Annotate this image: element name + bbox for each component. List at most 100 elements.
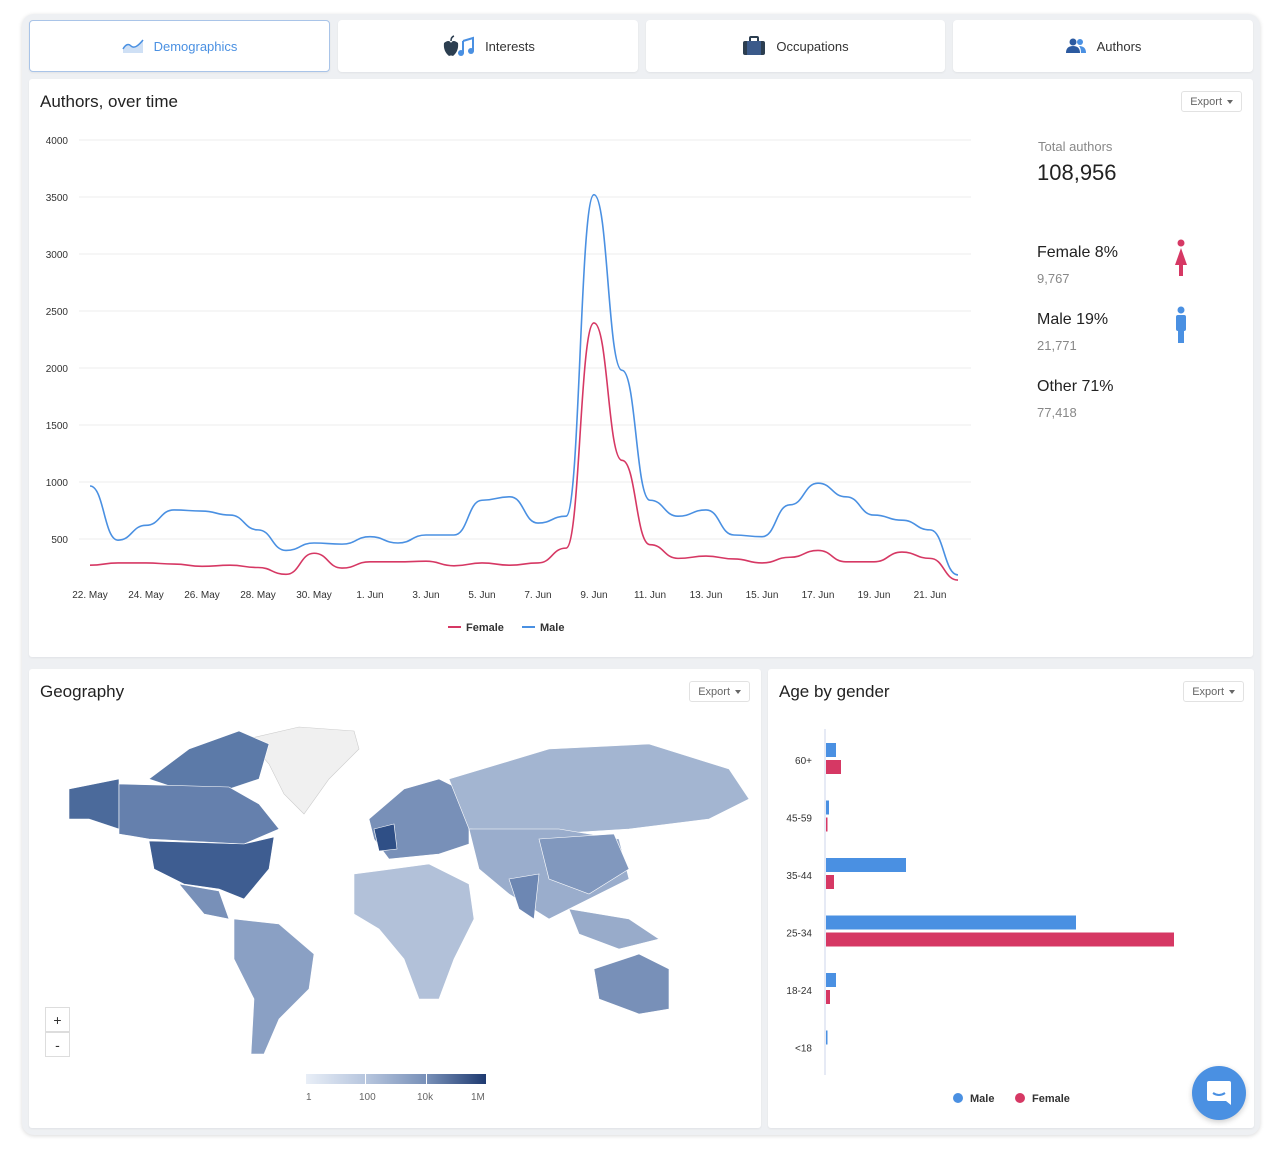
- y-tick-label: 1000: [46, 478, 69, 489]
- y-tick-label: 3000: [46, 250, 69, 261]
- map-region-russia-asia: [448, 743, 750, 835]
- female-percent: Female 8%: [1037, 244, 1118, 261]
- color-scale-legend: [306, 1074, 486, 1084]
- area-chart-icon: [121, 39, 144, 53]
- caret-down-icon: [1227, 99, 1233, 104]
- y-tick-label: 3500: [46, 193, 69, 204]
- bar-male: [826, 973, 836, 987]
- legend-label: 10k: [417, 1092, 434, 1103]
- legend-item: Male: [970, 1093, 994, 1105]
- category-label: 60+: [795, 756, 812, 767]
- x-tick-label: 15. Jun: [746, 590, 779, 601]
- bar-female: [826, 990, 830, 1004]
- export-button[interactable]: Export: [1181, 91, 1242, 112]
- zoom-out-button[interactable]: -: [45, 1032, 70, 1057]
- tab-label: Demographics: [153, 38, 238, 54]
- x-tick-label: 9. Jun: [580, 590, 607, 601]
- total-authors-label: Total authors: [1038, 139, 1113, 154]
- users-icon: [1065, 38, 1086, 53]
- bar-male: [826, 800, 829, 815]
- other-count: 77,418: [1037, 405, 1077, 420]
- x-tick-label: 22. May: [72, 590, 108, 601]
- total-authors-value: 108,956: [1037, 160, 1117, 185]
- bar-chart: 60+ 45-59 35-44 25-34 18-24 <18 Male Female: [786, 729, 1174, 1105]
- age-by-gender-card: Age by gender Export 60+ 45-59 35-44 25-34 1…: [768, 669, 1254, 1128]
- briefcase-icon: [743, 36, 766, 55]
- legend-marker: [953, 1093, 963, 1103]
- y-tick-label: 4000: [46, 136, 69, 147]
- y-tick-label: 2000: [46, 364, 69, 375]
- map-region-france: [373, 823, 398, 852]
- bar-male: [826, 915, 1076, 930]
- apple-music-icon: [443, 35, 475, 56]
- x-tick-label: 17. Jun: [802, 590, 835, 601]
- tab-label: Authors: [1096, 38, 1142, 54]
- export-label: Export: [1190, 95, 1222, 108]
- series-line-female: [89, 322, 959, 581]
- zoom-in-button[interactable]: +: [45, 1007, 70, 1032]
- export-label: Export: [1192, 685, 1224, 698]
- tab-interests[interactable]: Interests: [338, 20, 638, 72]
- card-title: Authors, over time: [40, 92, 178, 111]
- map-region-southeast-asia: [568, 908, 660, 950]
- category-label: <18: [795, 1044, 812, 1055]
- map-region-south-america: [233, 918, 315, 1055]
- x-tick-label: 24. May: [128, 590, 164, 601]
- x-tick-label: 28. May: [240, 590, 276, 601]
- export-button[interactable]: Export: [689, 681, 750, 702]
- male-count: 21,771: [1037, 338, 1077, 353]
- map-region-africa: [353, 863, 475, 1000]
- legend-item: Female: [466, 622, 504, 634]
- tab-label: Interests: [485, 38, 535, 54]
- x-tick-label: 7. Jun: [524, 590, 551, 601]
- card-title: Geography: [40, 682, 125, 701]
- map-region-canada-arctic: [148, 730, 270, 790]
- bar-female: [826, 875, 834, 889]
- x-tick-label: 30. May: [296, 590, 332, 601]
- map-region-india: [508, 873, 540, 920]
- tab-occupations[interactable]: Occupations: [646, 20, 945, 72]
- bar-female: [826, 932, 1174, 947]
- geography-card: Geography Export + - 1 100 10k: [29, 669, 761, 1128]
- x-tick-label: 11. Jun: [634, 590, 666, 601]
- x-tick-label: 19. Jun: [858, 590, 891, 601]
- legend-marker: [1015, 1093, 1025, 1103]
- map-region-canada: [118, 783, 280, 845]
- x-tick-label: 26. May: [184, 590, 220, 601]
- tab-demographics[interactable]: Demographics: [29, 20, 330, 72]
- legend-label: 1: [306, 1092, 312, 1103]
- line-chart: 500 1000 1500 2000 2500 3000 3500 4000 22. May 24…: [46, 136, 971, 634]
- export-label: Export: [698, 685, 730, 698]
- x-tick-label: 21. Jun: [914, 590, 947, 601]
- x-tick-label: 13. Jun: [690, 590, 723, 601]
- legend-label: 100: [359, 1092, 376, 1103]
- y-tick-label: 500: [51, 535, 68, 546]
- chat-icon: [1207, 1081, 1231, 1105]
- map-region-china: [538, 833, 630, 895]
- series-line-male: [89, 193, 959, 576]
- caret-down-icon: [735, 689, 741, 694]
- y-tick-label: 1500: [46, 421, 69, 432]
- map-region-australia: [593, 953, 670, 1015]
- bar-male: [826, 1030, 828, 1045]
- map-region-greenland: [246, 726, 360, 815]
- caret-down-icon: [1229, 689, 1235, 694]
- card-title: Age by gender: [779, 682, 890, 701]
- world-map[interactable]: [29, 669, 761, 1128]
- tab-label: Occupations: [776, 38, 849, 54]
- y-tick-label: 2500: [46, 307, 69, 318]
- tab-authors[interactable]: Authors: [953, 20, 1253, 72]
- map-region-mexico: [178, 883, 230, 920]
- category-label: 18-24: [786, 986, 812, 997]
- export-button[interactable]: Export: [1183, 681, 1244, 702]
- bar-female: [826, 817, 828, 832]
- legend-item: Female: [1032, 1093, 1070, 1105]
- x-tick-label: 1. Jun: [356, 590, 383, 601]
- x-tick-label: 3. Jun: [412, 590, 439, 601]
- female-count: 9,767: [1037, 271, 1070, 286]
- chat-button[interactable]: [1192, 1066, 1246, 1120]
- male-percent: Male 19%: [1037, 311, 1109, 328]
- x-tick-label: 5. Jun: [468, 590, 495, 601]
- bar-male: [826, 743, 836, 757]
- other-percent: Other 71%: [1037, 378, 1114, 395]
